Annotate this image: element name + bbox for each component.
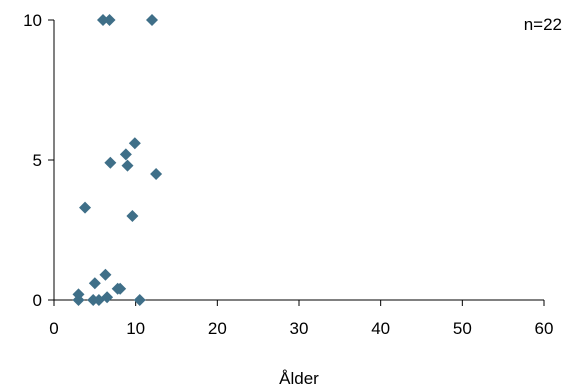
x-tick-label: 50 — [453, 319, 472, 338]
data-point — [126, 210, 139, 222]
x-tick-label: 20 — [208, 319, 227, 338]
data-point — [150, 168, 163, 180]
x-tick-label: 40 — [371, 319, 390, 338]
data-point — [133, 294, 146, 306]
sample-size-annotation: n=22 — [524, 15, 562, 34]
data-point — [128, 137, 141, 150]
x-tick-label: 30 — [290, 319, 309, 338]
data-point — [121, 159, 134, 172]
data-point — [103, 14, 116, 26]
y-axis: 0 5 10 — [23, 11, 55, 310]
y-tick-label: 0 — [33, 291, 42, 310]
x-tick-label: 10 — [126, 319, 145, 338]
data-point — [99, 268, 112, 281]
data-point — [114, 282, 127, 295]
x-tick-label: 60 — [535, 319, 554, 338]
data-point — [72, 294, 85, 306]
x-tick-label: 0 — [49, 319, 58, 338]
data-point — [104, 156, 117, 169]
data-point — [119, 148, 132, 161]
data-point — [146, 14, 158, 26]
data-point — [101, 291, 114, 304]
x-axis: 0 10 20 30 40 50 60 — [49, 299, 554, 338]
x-axis-title: Ålder — [279, 369, 319, 388]
data-points — [72, 14, 163, 306]
data-point — [97, 14, 109, 26]
data-point — [79, 201, 92, 214]
y-tick-label: 5 — [33, 151, 42, 170]
data-point — [88, 277, 101, 290]
y-tick-label: 10 — [23, 11, 42, 30]
